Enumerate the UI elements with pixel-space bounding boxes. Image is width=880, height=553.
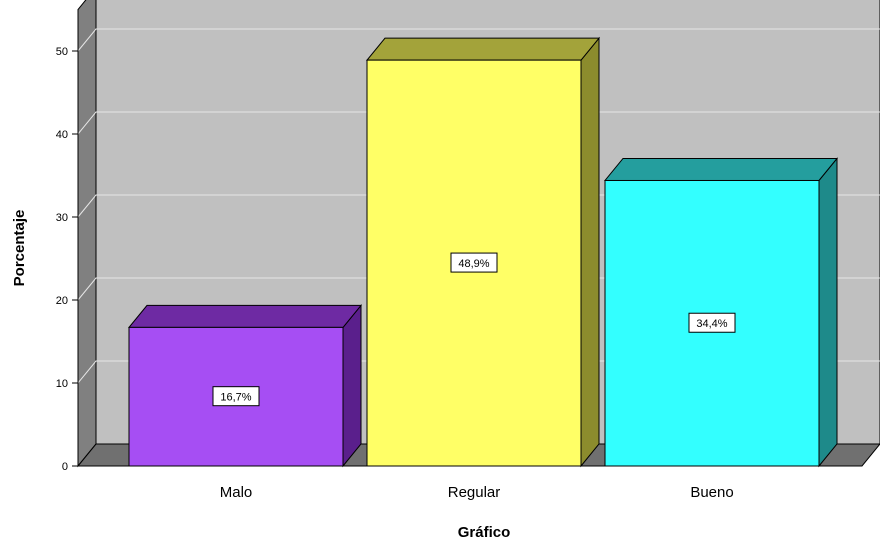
y-tick-label: 0 (62, 461, 68, 473)
x-tick-label: Regular (448, 484, 501, 501)
x-tick-label: Bueno (690, 484, 733, 501)
data-label-text: 34,4% (696, 318, 727, 330)
bar-top (603, 157, 839, 181)
x-axis-title: Gráfico (458, 524, 511, 541)
gridline (77, 111, 880, 135)
bar-top (127, 304, 363, 328)
y-tick-label: 30 (56, 212, 68, 224)
data-label-box (212, 386, 260, 407)
data-label-text: 16,7% (220, 392, 251, 404)
bar-regular (365, 36, 601, 468)
y-tick-label: 20 (56, 295, 68, 307)
bar-top (365, 37, 601, 61)
bar-side (818, 157, 838, 468)
bar-side (580, 36, 600, 468)
y-tick-label: 50 (56, 46, 68, 58)
bar-side (342, 303, 362, 468)
bar-malo (127, 303, 363, 468)
x-tick-label: Malo (220, 484, 253, 501)
data-label: 48,9% (450, 252, 498, 273)
data-label: 34,4% (688, 312, 736, 333)
data-label: 16,7% (212, 386, 260, 407)
data-label-box (688, 312, 736, 333)
plot-side-wall (77, 0, 97, 468)
y-tick-label: 40 (56, 129, 68, 141)
gridline (77, 28, 880, 52)
data-label-text: 48,9% (458, 258, 489, 270)
axes: 0 10 20 30 40 50 Malo Regular Bueno (56, 9, 734, 501)
y-axis-title: Porcentaje (11, 210, 28, 287)
bar-bueno (603, 157, 839, 468)
data-labels: 16,7% 48,9% 34,4% (212, 252, 736, 407)
y-tick-label: 10 (56, 378, 68, 390)
bars (127, 36, 839, 468)
data-label-box (450, 252, 498, 273)
